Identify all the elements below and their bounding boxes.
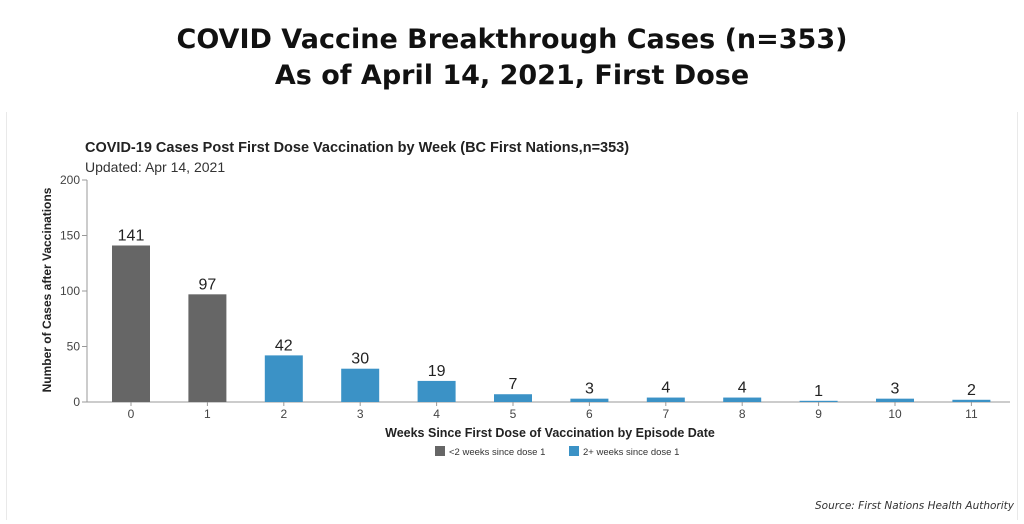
main-title-line-2: As of April 14, 2021, First Dose: [274, 60, 750, 91]
legend-swatch: [569, 446, 579, 456]
x-tick-label: 2: [280, 407, 287, 421]
bar-value-label: 3: [891, 381, 900, 398]
legend: <2 weeks since dose 1 2+ weeks since dose…: [435, 446, 679, 458]
bar: [417, 380, 456, 402]
x-tick-label: 0: [128, 407, 135, 421]
main-title-line-1: COVID Vaccine Breakthrough Cases (n=353): [176, 24, 848, 55]
y-tick-label: 50: [67, 340, 81, 354]
x-axis-ticks: 0 1 2 3 4 5 6 7 8 9 10 11: [128, 402, 978, 421]
y-tick-label: 200: [60, 173, 80, 187]
bar: [112, 245, 150, 402]
bar: [570, 398, 609, 402]
bar: [876, 398, 914, 402]
x-tick-label: 10: [888, 407, 902, 421]
bar-value-label: 1: [814, 383, 823, 400]
legend-label: <2 weeks since dose 1: [449, 447, 545, 458]
bar-value-label: 97: [199, 276, 217, 293]
x-tick-label: 5: [510, 407, 517, 421]
bar: [952, 399, 991, 402]
bar-value-label: 30: [351, 351, 369, 368]
bar: [494, 394, 532, 402]
x-tick-label: 1: [204, 407, 211, 421]
source-note: Source: First Nations Health Authority: [815, 500, 1014, 512]
y-tick-label: 150: [60, 229, 80, 243]
x-tick-label: 4: [433, 407, 440, 421]
x-tick-label: 9: [815, 407, 822, 421]
y-axis-ticks: 0 50 100 150 200: [60, 173, 87, 409]
bar: [341, 368, 380, 402]
x-axis-title: Weeks Since First Dose of Vaccination by…: [385, 426, 715, 440]
bar-value-label: 2: [967, 382, 976, 399]
bar: [799, 400, 838, 402]
bar-value-label: 141: [118, 227, 145, 244]
bar-value-label: 3: [585, 381, 594, 398]
y-tick-label: 0: [73, 395, 80, 409]
y-axis-title: Number of Cases after Vaccinations: [40, 187, 54, 392]
x-tick-label: 3: [357, 407, 364, 421]
bar-value-label: 42: [275, 337, 293, 354]
chart-title: COVID-19 Cases Post First Dose Vaccinati…: [85, 140, 629, 156]
y-tick-label: 100: [60, 284, 80, 298]
chart-frame: [6, 112, 1018, 520]
bar-value-label: 4: [738, 380, 747, 397]
bar-value-label: 7: [509, 376, 518, 393]
legend-label: 2+ weeks since dose 1: [583, 447, 679, 458]
x-tick-label: 8: [739, 407, 746, 421]
bar-value-label: 4: [661, 380, 670, 397]
bar: [723, 397, 762, 402]
bars: 141 97 42 30 19 7 3 4 4 1 3 2: [112, 227, 991, 402]
bar: [264, 355, 303, 402]
x-tick-label: 6: [586, 407, 593, 421]
bar: [188, 294, 227, 402]
bar-value-label: 19: [428, 363, 446, 380]
bar: [646, 397, 685, 402]
x-tick-label: 7: [662, 407, 669, 421]
x-tick-label: 11: [965, 407, 978, 421]
legend-swatch: [435, 446, 445, 456]
chart-subtitle: Updated: Apr 14, 2021: [85, 159, 225, 175]
